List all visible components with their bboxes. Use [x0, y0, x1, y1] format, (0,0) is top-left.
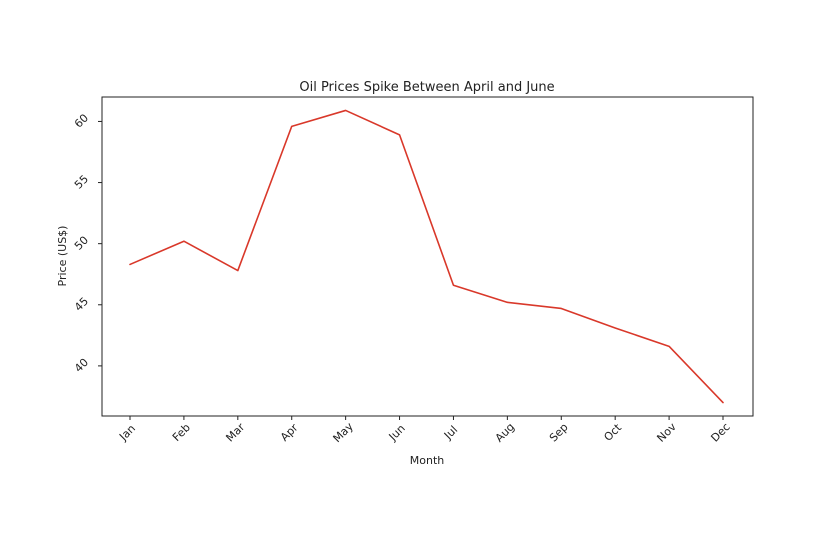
series-line — [129, 109, 724, 404]
y-tick-label: 40 — [72, 356, 91, 375]
x-tick-label: May — [331, 420, 357, 446]
chart-title: Oil Prices Spike Between April and June — [299, 80, 554, 95]
x-axis: Jan Feb Mar Apr May Jun Jul Aug Sep Oct Nov Dec — [116, 416, 733, 446]
x-tick-label: Feb — [170, 421, 193, 444]
x-tick-label: Dec — [708, 420, 732, 444]
series-layer — [129, 109, 724, 404]
x-tick-label: Jan — [116, 422, 138, 444]
x-axis-label: Month — [410, 454, 445, 467]
y-axis-label: Price (US$) — [56, 226, 69, 287]
plot-frame — [101, 96, 754, 417]
y-axis: 40 45 50 55 60 — [72, 111, 102, 375]
y-tick-label: 60 — [72, 111, 91, 130]
x-tick-label: Jun — [386, 422, 408, 444]
x-tick-label: Sep — [547, 421, 571, 445]
y-tick-label: 55 — [72, 173, 91, 192]
y-tick-label: 45 — [72, 295, 91, 314]
x-tick-label: Jul — [441, 423, 460, 442]
x-tick-label: Nov — [654, 420, 679, 445]
x-tick-label: Oct — [601, 421, 624, 444]
x-tick-label: Apr — [278, 421, 301, 444]
x-tick-label: Mar — [223, 420, 247, 444]
x-tick-label: Aug — [493, 420, 517, 444]
y-tick-label: 50 — [72, 234, 91, 253]
